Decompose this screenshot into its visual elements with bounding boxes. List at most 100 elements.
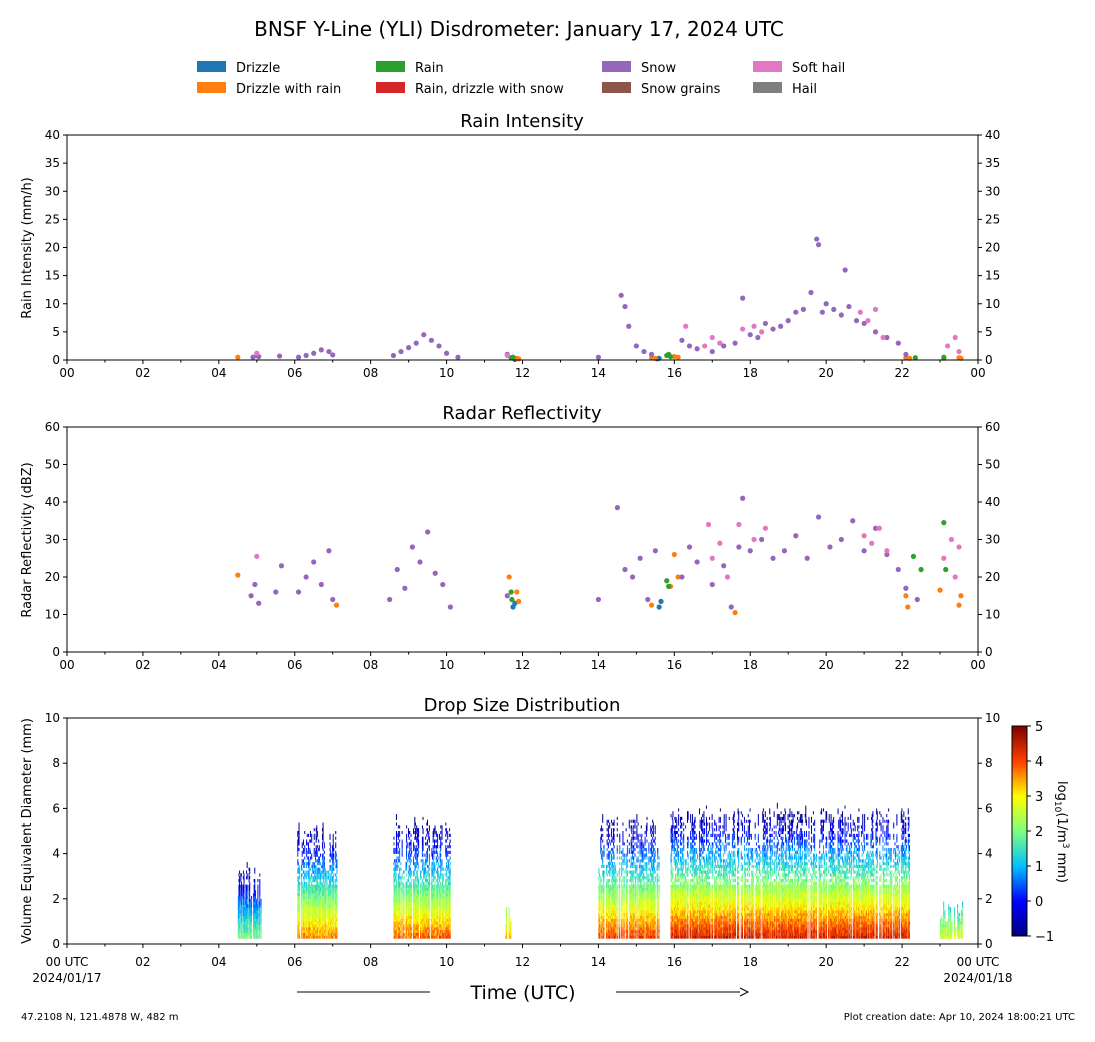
heatmap-cell xyxy=(301,887,303,891)
heatmap-cell xyxy=(420,898,422,902)
heatmap-cell xyxy=(241,884,243,888)
heatmap-cell xyxy=(443,895,445,900)
heatmap-cell xyxy=(252,904,254,908)
heatmap-cell xyxy=(399,893,401,897)
heatmap-cell xyxy=(250,912,252,917)
heatmap-cell xyxy=(420,927,422,931)
heatmap-cell xyxy=(395,879,397,883)
heatmap-cell xyxy=(243,921,245,925)
heatmap-cell xyxy=(298,898,300,902)
heatmap-cell xyxy=(312,884,314,888)
heatmap-cell xyxy=(246,862,248,866)
heatmap-cell xyxy=(325,924,327,928)
heatmap-cell xyxy=(256,912,258,917)
heatmap-cell xyxy=(330,904,332,908)
heatmap-cell xyxy=(240,932,242,936)
heatmap-cell xyxy=(297,918,299,922)
heatmap-cell xyxy=(613,819,615,823)
heatmap-cell xyxy=(428,904,430,908)
heatmap-cell xyxy=(326,932,328,936)
heatmap-cell xyxy=(306,898,308,902)
heatmap-cell xyxy=(418,893,420,897)
heatmap-cell xyxy=(413,856,415,860)
heatmap-cell xyxy=(443,929,445,933)
heatmap-cell xyxy=(298,842,300,846)
heatmap-cell xyxy=(303,932,305,936)
heatmap-cell xyxy=(311,935,313,939)
heatmap-cell xyxy=(428,847,430,852)
heatmap-cell xyxy=(302,921,304,925)
heatmap-cell xyxy=(299,890,301,894)
heatmap-cell xyxy=(428,912,430,917)
heatmap-cell xyxy=(449,890,451,894)
heatmap-cell xyxy=(449,842,451,846)
heatmap-cell xyxy=(301,932,303,936)
heatmap-cell xyxy=(298,921,300,925)
heatmap-cell xyxy=(238,873,240,877)
data-point xyxy=(504,352,510,359)
heatmap-cell xyxy=(253,893,255,897)
heatmap-cell xyxy=(311,893,313,897)
heatmap-cell xyxy=(240,918,242,922)
heatmap-cell xyxy=(434,924,436,928)
heatmap-cell xyxy=(309,907,311,911)
heatmap-cell xyxy=(322,839,324,843)
heatmap-cell xyxy=(314,921,316,925)
x-tick-label: 20 xyxy=(819,366,834,380)
heatmap-cell xyxy=(255,927,257,931)
figure-title: BNSF Y-Line (YLI) Disdrometer: January 1… xyxy=(254,17,784,41)
heatmap-cell xyxy=(401,842,403,846)
heatmap-cell xyxy=(607,828,609,832)
heatmap-cell xyxy=(304,881,306,885)
heatmap-cell xyxy=(609,924,611,928)
data-point xyxy=(793,309,799,315)
heatmap-cell xyxy=(305,890,307,894)
heatmap-cell xyxy=(428,828,430,832)
heatmap-cell xyxy=(606,912,608,917)
heatmap-cell xyxy=(254,893,256,897)
heatmap-cell xyxy=(301,904,303,908)
heatmap-cell xyxy=(422,845,424,849)
heatmap-cell xyxy=(397,864,399,869)
heatmap-cell xyxy=(257,918,259,922)
y-tick-label: 0 xyxy=(52,645,60,659)
heatmap-cell xyxy=(600,898,602,902)
heatmap-cell xyxy=(619,887,621,891)
heatmap-cell xyxy=(448,859,450,863)
heatmap-cell xyxy=(241,924,243,928)
heatmap-cell xyxy=(325,870,327,874)
heatmap-cell xyxy=(399,839,401,843)
heatmap-cell xyxy=(240,876,242,880)
heatmap-cell xyxy=(449,910,451,914)
legend-label: Rain xyxy=(415,61,444,76)
heatmap-cell xyxy=(309,921,311,925)
heatmap-cell xyxy=(603,932,605,936)
heatmap-cell xyxy=(440,867,442,871)
heatmap-cell xyxy=(426,839,428,843)
heatmap-cell xyxy=(606,839,608,843)
data-point xyxy=(762,525,769,531)
heatmap-cell xyxy=(330,929,332,933)
heatmap-cell xyxy=(614,864,616,869)
heatmap-cell xyxy=(316,833,318,837)
heatmap-cell xyxy=(246,895,248,900)
heatmap-cell xyxy=(237,929,239,933)
heatmap-cell xyxy=(250,898,252,902)
heatmap-cell xyxy=(298,828,300,832)
heatmap-cell xyxy=(609,864,611,869)
heatmap-cell xyxy=(306,927,308,931)
heatmap-cell xyxy=(418,935,420,939)
heatmap-cell xyxy=(313,907,315,911)
heatmap-cell xyxy=(330,901,332,905)
heatmap-cell xyxy=(237,915,239,919)
data-point xyxy=(759,329,765,335)
data-point xyxy=(235,572,241,578)
heatmap-cell xyxy=(311,912,313,917)
heatmap-cell xyxy=(308,881,310,885)
heatmap-cell xyxy=(253,907,255,911)
heatmap-cell xyxy=(415,879,417,883)
heatmap-cell xyxy=(447,859,449,863)
heatmap-cell xyxy=(254,929,256,933)
heatmap-cell xyxy=(244,929,246,933)
heatmap-cell xyxy=(254,929,256,933)
